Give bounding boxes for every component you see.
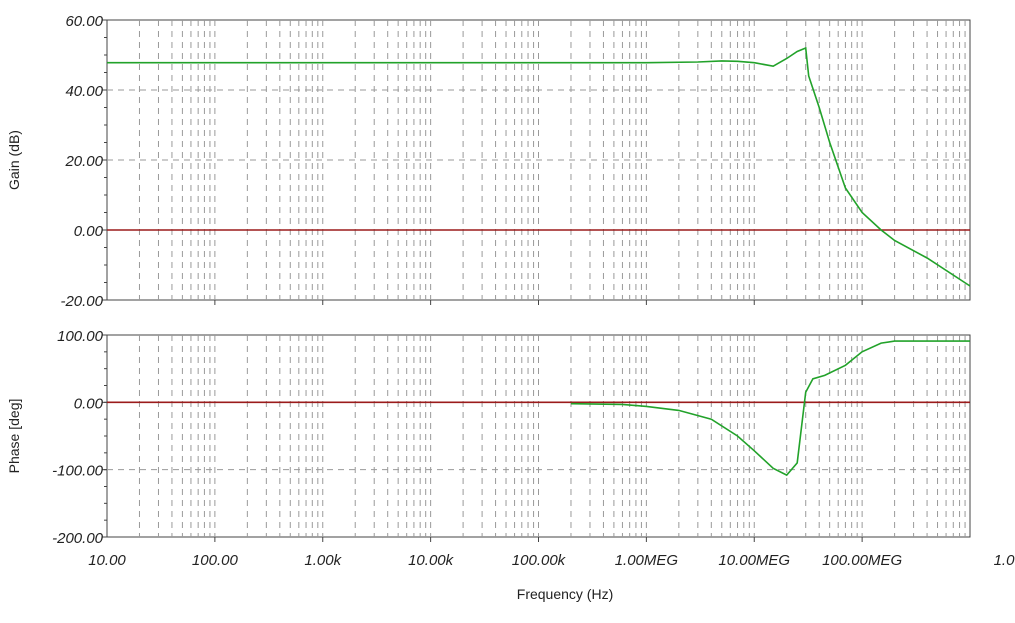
gain-y-axis-label: Gain (dB) (6, 130, 22, 190)
x-axis-label: Frequency (Hz) (517, 586, 613, 602)
phase-y-tick-label: -200.00 (52, 530, 104, 547)
gain-panel: 60.00 40.00 20.00 0.00 -20.00 Gain (dB) (6, 13, 971, 310)
gain-y-tick-label: 40.00 (65, 83, 103, 100)
gain-y-tick-label: -20.00 (60, 293, 103, 310)
phase-y-axis-label: Phase [deg] (6, 399, 22, 474)
gain-y-tick-label: 20.00 (64, 153, 103, 170)
x-tick-label: 1.00k (304, 552, 342, 569)
gain-y-tick-labels: 60.00 40.00 20.00 0.00 -20.00 (60, 13, 103, 310)
gain-trace-line (107, 46, 971, 287)
x-tick-labels: 10.00 100.00 1.00k 10.00k 100.00k 1.00MEG 10.0… (88, 552, 1015, 569)
gain-y-tick-label: 60.00 (65, 13, 103, 30)
x-tick-label: 1.00G (994, 552, 1015, 569)
x-tick-label: 100.00k (512, 552, 567, 569)
gain-series (107, 46, 971, 287)
x-tick-label: 10.00MEG (718, 552, 790, 569)
phase-tick-marks (102, 334, 863, 542)
phase-panel: 100.00 0.00 -100.00 -200.00 Phase [deg] (6, 328, 971, 547)
phase-series (570, 340, 970, 477)
x-tick-label: 100.00MEG (822, 552, 902, 569)
phase-y-tick-label: 100.00 (57, 328, 104, 345)
phase-y-tick-labels: 100.00 0.00 -100.00 -200.00 (52, 328, 104, 547)
gain-y-tick-label: 0.00 (74, 223, 104, 240)
gain-tick-marks (102, 19, 863, 305)
x-tick-label: 1.00MEG (615, 552, 679, 569)
phase-trace-line (570, 340, 970, 477)
phase-y-tick-label: 0.00 (74, 395, 104, 412)
x-tick-label: 100.00 (192, 552, 239, 569)
x-tick-label: 10.00 (88, 552, 126, 569)
phase-y-tick-label: -100.00 (52, 463, 104, 480)
x-tick-label: 10.00k (408, 552, 455, 569)
gain-grid (107, 20, 970, 300)
